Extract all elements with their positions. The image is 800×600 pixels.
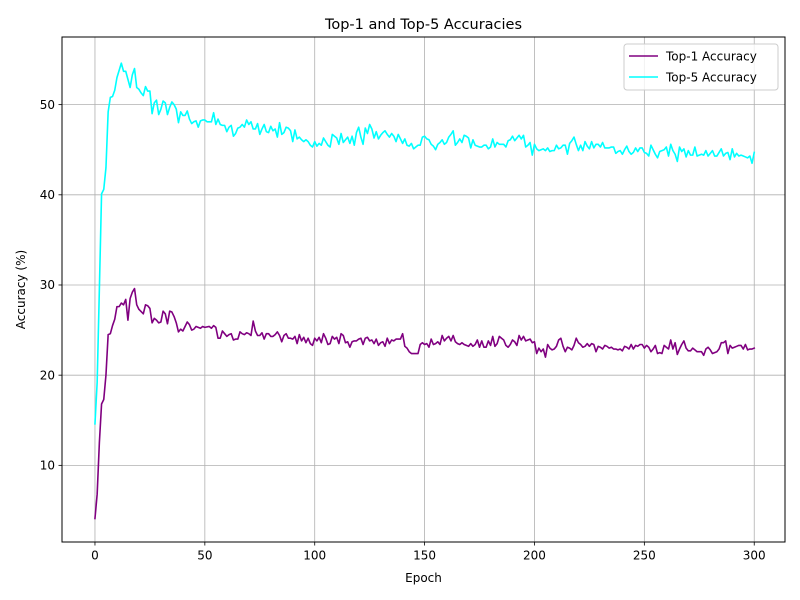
legend-label-top5: Top-5 Accuracy: [665, 71, 757, 85]
x-tick-label: 150: [413, 549, 436, 563]
legend-label-top1: Top-1 Accuracy: [665, 50, 757, 64]
series-line-top5: [94, 62, 756, 425]
y-tick-label: 40: [40, 188, 55, 202]
x-axis-label: Epoch: [405, 571, 442, 585]
x-tick-label: 50: [197, 549, 212, 563]
x-tick-label: 250: [633, 549, 656, 563]
x-tick-label: 0: [91, 549, 99, 563]
x-axis-ticks: 0 50 100 150 200 250 300: [91, 542, 766, 563]
y-tick-label: 50: [40, 98, 55, 112]
x-tick-label: 100: [303, 549, 326, 563]
y-axis-ticks: 10 20 30 40 50: [40, 98, 62, 473]
y-tick-label: 20: [40, 368, 55, 382]
y-tick-label: 10: [40, 459, 55, 473]
plot-frame: [61, 36, 786, 543]
legend: Top-1 Accuracy Top-5 Accuracy: [623, 43, 779, 91]
series-line-top1: [94, 287, 756, 520]
x-tick-label: 300: [743, 549, 766, 563]
grid: [62, 37, 785, 542]
legend-box: [623, 43, 779, 91]
y-tick-label: 30: [40, 278, 55, 292]
x-tick-label: 200: [523, 549, 546, 563]
chart-title: Top-1 and Top-5 Accuracies: [324, 17, 522, 33]
y-axis-label: Accuracy (%): [14, 250, 28, 329]
series-layer: [94, 62, 756, 520]
